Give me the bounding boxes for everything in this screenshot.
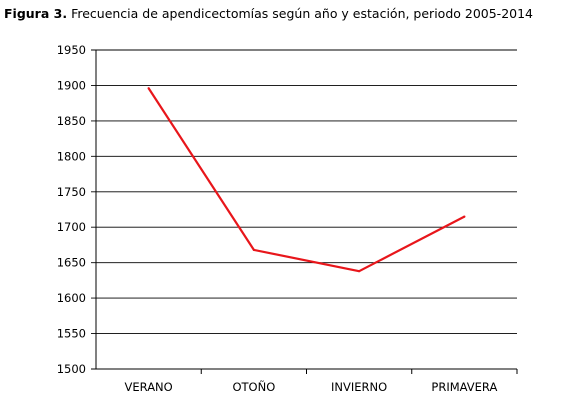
y-tick-labels: 1500 1550 1600 1650 1700 1750 1800 1850 1900 1950 xyxy=(57,43,86,376)
y-tick-label: 1650 xyxy=(57,256,86,270)
y-tick-label: 1600 xyxy=(57,291,86,305)
y-tick-label: 1700 xyxy=(57,220,86,234)
x-tick-labels: VERANO OTOÑO INVIERNO PRIMAVERA xyxy=(125,379,498,394)
caption-text: Frecuencia de apendicectomías según año … xyxy=(71,6,534,21)
y-tick-label: 1800 xyxy=(57,149,86,163)
axes xyxy=(91,50,518,374)
gridlines xyxy=(91,49,517,335)
caption-label: Figura 3. xyxy=(4,6,68,21)
x-tick-label: OTOÑO xyxy=(232,379,275,394)
y-tick-label: 1850 xyxy=(57,114,86,128)
series-layer xyxy=(147,87,466,273)
data-point xyxy=(147,87,150,90)
figure-caption: Figura 3. Frecuencia de apendicectomías … xyxy=(4,6,533,21)
y-tick-label: 1500 xyxy=(57,362,86,376)
x-tick-label: INVIERNO xyxy=(331,380,387,394)
data-point xyxy=(252,248,255,252)
data-point xyxy=(358,270,361,273)
x-tick-label: PRIMAVERA xyxy=(431,380,497,394)
series-line xyxy=(147,87,465,273)
x-tick-label: VERANO xyxy=(125,380,173,394)
y-tick-label: 1900 xyxy=(57,78,86,92)
y-tick-label: 1750 xyxy=(57,185,86,199)
data-point xyxy=(463,215,466,218)
y-tick-label: 1950 xyxy=(57,43,86,57)
y-tick-label: 1550 xyxy=(57,327,86,341)
